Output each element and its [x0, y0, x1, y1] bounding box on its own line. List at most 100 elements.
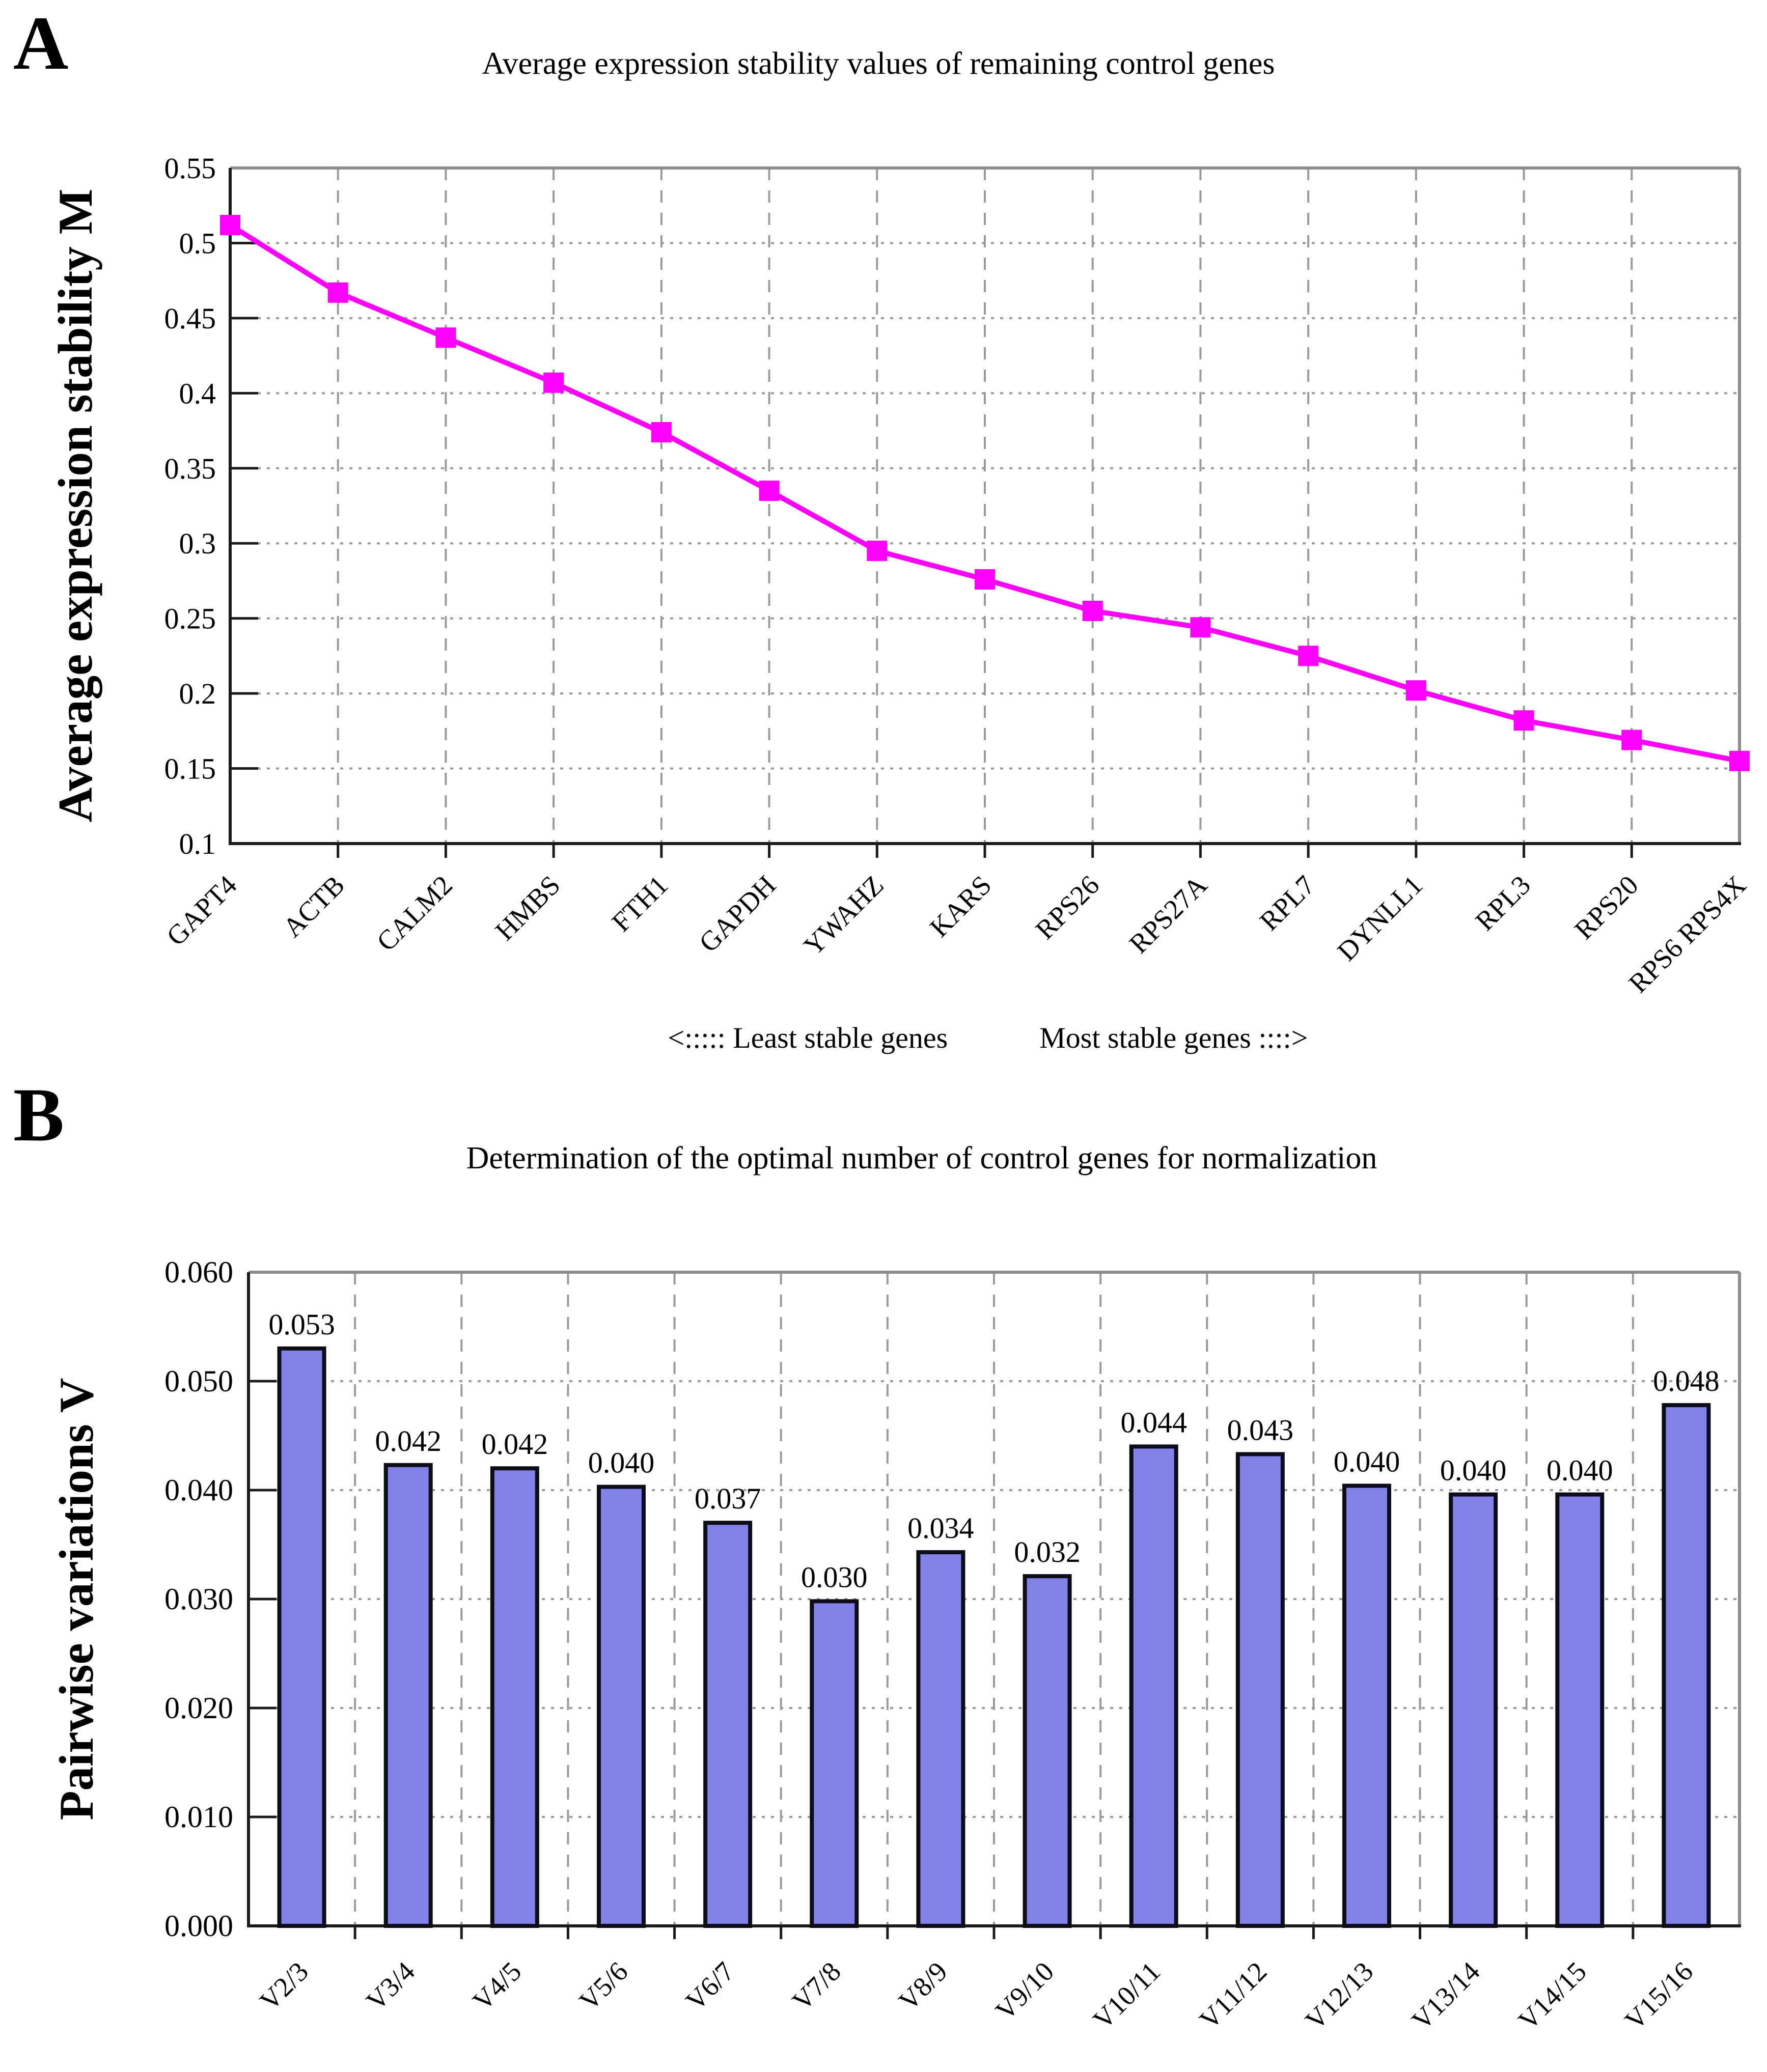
variation-tick-label: V12/13	[1300, 1956, 1379, 2036]
pairwise-variation-bar	[703, 1521, 753, 1928]
data-point-marker	[975, 569, 995, 590]
bar-value-label: 0.040	[588, 1446, 655, 1479]
data-point-marker	[759, 481, 780, 501]
panel-b-letter: B	[13, 1073, 65, 1157]
gene-tick-label: RPS27A	[1123, 870, 1213, 959]
variation-tick-label: V6/7	[680, 1956, 740, 2017]
y-tick-label: 0.010	[164, 1800, 233, 1834]
gene-tick-label: GAPDH	[693, 870, 782, 958]
panel-b-title: Determination of the optimal number of c…	[466, 1141, 1377, 1175]
variation-tick-label: V7/8	[786, 1956, 847, 2017]
pairwise-variation-bar	[1023, 1574, 1072, 1928]
variation-tick-label: V5/6	[573, 1956, 634, 2017]
gene-tick-label: HMBS	[489, 870, 566, 946]
panel-b-y-axis-label: Pairwise variations V	[49, 1378, 103, 1821]
bar-value-label: 0.048	[1653, 1364, 1720, 1397]
pairwise-variation-bar	[383, 1463, 433, 1928]
panel-a-letter: A	[13, 1, 69, 86]
bar-value-label: 0.042	[482, 1427, 548, 1461]
y-tick-label: 0.35	[164, 452, 216, 485]
data-point-marker	[543, 372, 564, 393]
panel-b-chart: 0.060 0.050 0.040 0.030 0.020 0.010 0.000 0.053…	[164, 1255, 1741, 2036]
variation-tick-label: V13/14	[1406, 1956, 1486, 2036]
panel-a-chart: 0.55 0.5 0.45 0.4 0.35 0.3 0.25 0.2 0.15 0.1 GAPT4…	[160, 152, 1752, 999]
variation-tick-label: V15/16	[1619, 1956, 1699, 2036]
gene-tick-label: RPL7	[1254, 870, 1321, 937]
gene-tick-label: CALM2	[371, 870, 458, 957]
bar-value-label: 0.040	[1440, 1454, 1507, 1487]
panel-a-y-axis-label: Average expression stability M	[48, 188, 102, 823]
bar-value-label: 0.037	[695, 1482, 761, 1515]
pairwise-variation-bar	[1555, 1492, 1605, 1928]
variation-tick-label: V8/9	[893, 1956, 953, 2017]
data-point-marker	[1729, 750, 1750, 771]
y-tick-label: 0.4	[179, 377, 216, 410]
bar-value-label: 0.040	[1334, 1445, 1400, 1478]
pairwise-variation-bar	[597, 1485, 646, 1928]
gene-tick-label: KARS	[924, 870, 997, 943]
variation-tick-label: V14/15	[1512, 1956, 1592, 2036]
y-tick-label: 0.030	[164, 1582, 233, 1616]
gene-tick-label: RPL3	[1470, 870, 1537, 937]
data-point-marker	[327, 282, 348, 303]
data-point-marker	[1621, 730, 1642, 750]
pairwise-variation-bar	[1449, 1492, 1498, 1928]
data-point-marker	[1082, 600, 1103, 621]
gene-tick-label: ACTB	[277, 870, 350, 943]
data-point-marker	[1190, 617, 1211, 638]
gene-tick-label: YWAHZ	[797, 870, 889, 961]
pairwise-variation-bar	[916, 1550, 965, 1928]
bar-value-label: 0.043	[1227, 1413, 1294, 1446]
bar-value-label: 0.040	[1547, 1454, 1613, 1487]
y-tick-label: 0.5	[179, 227, 216, 260]
variation-tick-label: V11/12	[1194, 1956, 1273, 2035]
bar-value-label: 0.053	[268, 1308, 335, 1341]
y-tick-label: 0.060	[164, 1255, 233, 1289]
y-tick-label: 0.55	[164, 152, 216, 185]
data-point-marker	[435, 327, 456, 348]
y-tick-label: 0.3	[179, 527, 216, 560]
y-tick-label: 0.020	[164, 1691, 233, 1725]
bar-value-label: 0.030	[801, 1560, 868, 1593]
data-point-marker	[220, 215, 240, 236]
bar-value-label: 0.042	[375, 1424, 441, 1458]
gene-tick-label: RPS20	[1568, 870, 1644, 945]
pairwise-variation-bar	[1129, 1444, 1178, 1928]
data-point-marker	[651, 422, 672, 443]
least-stable-annotation: <::::: Least stable genes	[668, 1021, 948, 1054]
bar-value-label: 0.032	[1014, 1535, 1081, 1569]
pairwise-variation-bar	[810, 1599, 859, 1928]
y-tick-label: 0.000	[164, 1909, 233, 1943]
bar-value-label: 0.034	[907, 1511, 974, 1545]
variation-tick-label: V10/11	[1087, 1956, 1167, 2035]
data-point-marker	[1405, 680, 1426, 701]
y-tick-label: 0.2	[179, 677, 216, 710]
gene-tick-label: RPS6 RPS4X	[1623, 870, 1752, 999]
variation-tick-label: V3/4	[360, 1956, 421, 2017]
data-point-marker	[867, 540, 888, 561]
stability-annotation: <::::: Least stable genes Most stable ge…	[209, 1021, 1767, 1055]
y-tick-label: 0.45	[164, 302, 216, 335]
gene-tick-label: FTH1	[606, 870, 674, 938]
pairwise-variation-bar	[1662, 1403, 1711, 1928]
y-tick-label: 0.15	[164, 752, 216, 786]
gene-tick-label: GAPT4	[160, 870, 242, 951]
y-tick-label: 0.1	[179, 827, 216, 860]
y-tick-label: 0.040	[164, 1473, 233, 1507]
y-tick-label: 0.25	[164, 602, 216, 635]
panel-a-title: Average expression stability values of r…	[482, 46, 1275, 81]
data-point-marker	[1513, 710, 1534, 731]
gene-tick-label: DYNLL1	[1331, 870, 1428, 967]
variation-tick-label: V4/5	[467, 1956, 528, 2017]
variation-tick-label: V9/10	[989, 1956, 1060, 2026]
data-point-marker	[1298, 646, 1319, 666]
pairwise-variation-bar	[1342, 1483, 1391, 1928]
y-tick-label: 0.050	[164, 1364, 233, 1398]
pairwise-variation-bar	[1235, 1452, 1285, 1928]
variation-tick-label: V2/3	[254, 1956, 314, 2017]
pairwise-variation-bar	[490, 1466, 539, 1928]
gene-tick-label: RPS26	[1030, 870, 1106, 945]
most-stable-annotation: Most stable genes ::::>	[1039, 1021, 1308, 1054]
